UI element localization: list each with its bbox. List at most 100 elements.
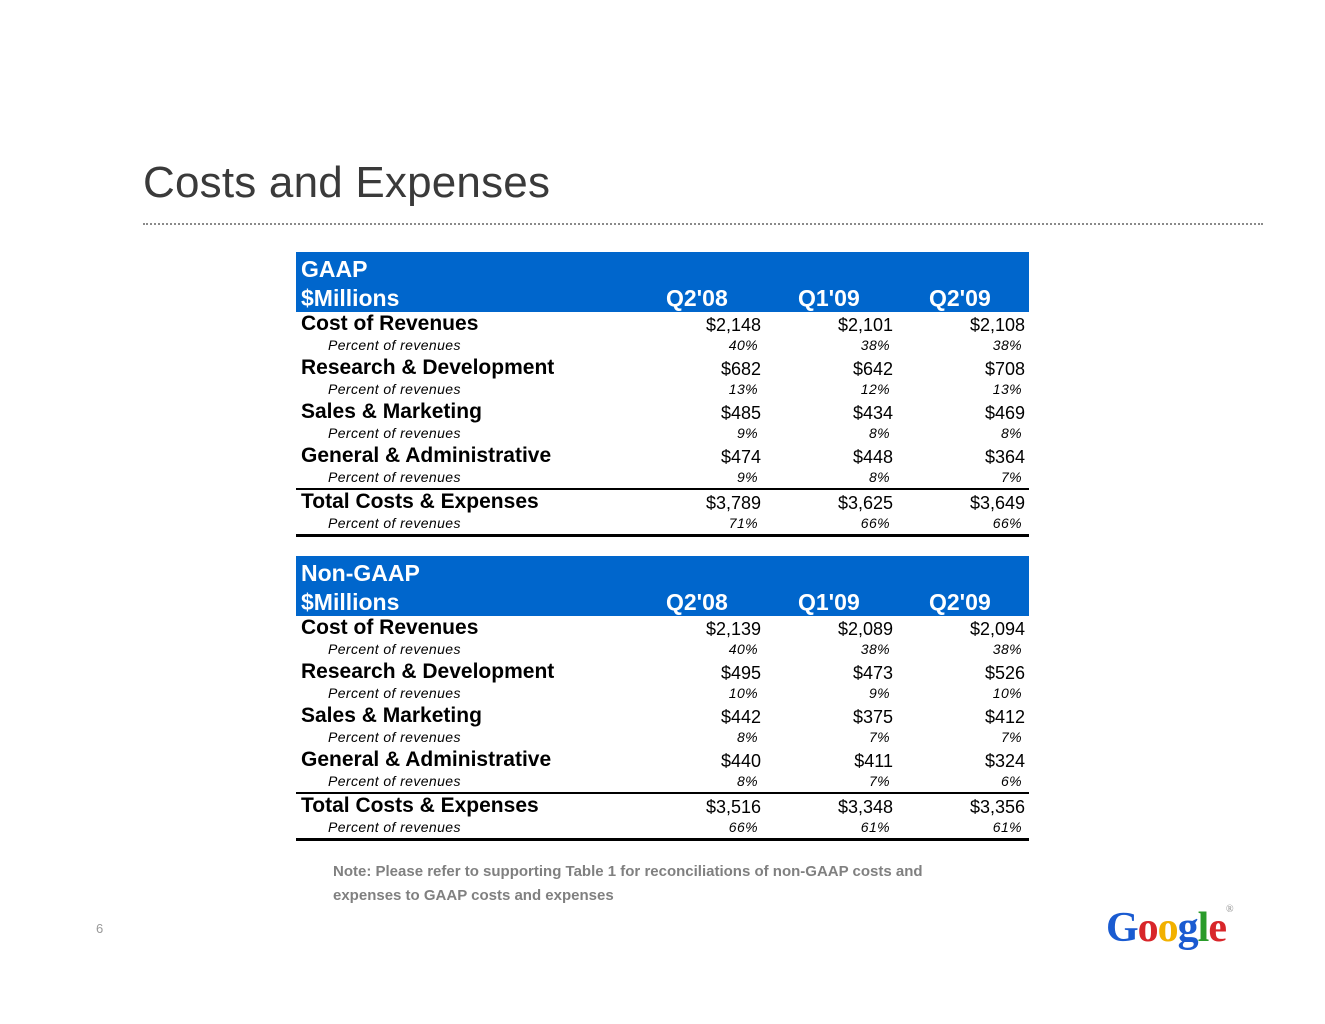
- percent-value: 8%: [1000, 425, 1022, 441]
- percent-label: Percent of revenues: [328, 819, 461, 835]
- row-value: $3,625: [837, 493, 893, 513]
- percent-value: 10%: [992, 685, 1022, 701]
- gaap-header-title: GAAP: [301, 256, 368, 282]
- nongaap-table-body: Cost of Revenues $2,139 $2,089 $2,094 Percen…: [296, 616, 1029, 841]
- row-value: $473: [852, 663, 893, 683]
- footnote-line-2: expenses to GAAP costs and expenses: [333, 887, 614, 904]
- percent-value: 7%: [868, 773, 890, 789]
- table-row: General & Administrative $440 $411 $324: [296, 748, 1029, 772]
- percent-row: Percent of revenues 40% 38% 38%: [296, 336, 1029, 356]
- percent-value: 12%: [860, 381, 890, 397]
- logo-letter: o: [1137, 905, 1159, 951]
- gaap-table-body: Cost of Revenues $2,148 $2,101 $2,108 Percen…: [296, 312, 1029, 537]
- slide-title: Costs and Expenses: [143, 158, 551, 207]
- row-value: $495: [720, 663, 761, 683]
- table-row: Total Costs & Expenses $3,789 $3,625 $3,649: [296, 488, 1029, 514]
- percent-value: 8%: [736, 773, 758, 789]
- percent-value: 13%: [992, 381, 1022, 397]
- percent-value: 66%: [860, 515, 890, 531]
- row-value: $440: [720, 751, 761, 771]
- percent-value: 40%: [728, 641, 758, 657]
- row-value: $375: [852, 707, 893, 727]
- percent-value: 40%: [728, 337, 758, 353]
- nongaap-period-q1-09: Q1'09: [798, 589, 860, 615]
- gaap-table: GAAP $Millions Q2'08 Q1'09 Q2'09 Cost of…: [296, 252, 1029, 537]
- gaap-units-label: $Millions: [301, 285, 400, 311]
- table-row: Cost of Revenues $2,148 $2,101 $2,108: [296, 312, 1029, 336]
- percent-value: 71%: [728, 515, 758, 531]
- nongaap-units-label: $Millions: [301, 589, 400, 615]
- row-value: $2,101: [837, 315, 893, 335]
- percent-row: Percent of revenues 13% 12% 13%: [296, 380, 1029, 400]
- row-label: Sales & Marketing: [301, 400, 482, 423]
- percent-value: 9%: [736, 425, 758, 441]
- percent-label: Percent of revenues: [328, 641, 461, 657]
- percent-value: 38%: [992, 337, 1022, 353]
- row-value: $364: [984, 447, 1025, 467]
- row-value: $2,108: [969, 315, 1025, 335]
- row-label: Cost of Revenues: [301, 616, 479, 639]
- row-label: Cost of Revenues: [301, 312, 479, 335]
- row-value: $2,148: [705, 315, 761, 335]
- table-row: General & Administrative $474 $448 $364: [296, 444, 1029, 468]
- row-label: General & Administrative: [301, 444, 552, 467]
- table-row: Sales & Marketing $485 $434 $469: [296, 400, 1029, 424]
- percent-label: Percent of revenues: [328, 685, 461, 701]
- footnote-line-1: Note: Please refer to supporting Table 1…: [333, 863, 923, 880]
- row-value: $434: [852, 403, 893, 423]
- row-value: $411: [854, 751, 893, 771]
- percent-value: 8%: [868, 469, 890, 485]
- row-value: $469: [984, 403, 1025, 423]
- nongaap-table: Non-GAAP $Millions Q2'08 Q1'09 Q2'09 Cos…: [296, 556, 1029, 841]
- row-value: $2,139: [705, 619, 761, 639]
- nongaap-table-header: Non-GAAP $Millions Q2'08 Q1'09 Q2'09: [296, 556, 1029, 616]
- percent-row: Percent of revenues 66% 61% 61%: [296, 818, 1029, 841]
- percent-value: 8%: [868, 425, 890, 441]
- percent-value: 38%: [992, 641, 1022, 657]
- row-value: $526: [984, 663, 1025, 683]
- logo-letter: l: [1197, 905, 1210, 951]
- row-value: $682: [720, 359, 761, 379]
- percent-value: 66%: [728, 819, 758, 835]
- row-value: $3,789: [705, 493, 761, 513]
- row-value: $474: [720, 447, 761, 467]
- percent-label: Percent of revenues: [328, 729, 461, 745]
- row-value: $708: [984, 359, 1025, 379]
- nongaap-period-q2-09: Q2'09: [929, 589, 991, 615]
- percent-value: 38%: [860, 337, 890, 353]
- gaap-period-q1-09: Q1'09: [798, 285, 860, 311]
- nongaap-header-title: Non-GAAP: [301, 560, 420, 586]
- google-logo: Google®: [1106, 904, 1234, 952]
- row-value: $2,089: [837, 619, 893, 639]
- row-value: $2,094: [969, 619, 1025, 639]
- percent-row: Percent of revenues 40% 38% 38%: [296, 640, 1029, 660]
- row-value: $3,516: [705, 797, 761, 817]
- percent-row: Percent of revenues 9% 8% 7%: [296, 468, 1029, 488]
- percent-value: 6%: [1000, 773, 1022, 789]
- percent-value: 61%: [992, 819, 1022, 835]
- logo-letter: G: [1106, 905, 1139, 951]
- percent-label: Percent of revenues: [328, 337, 461, 353]
- row-value: $3,356: [969, 797, 1025, 817]
- percent-label: Percent of revenues: [328, 425, 461, 441]
- row-label: Research & Development: [301, 356, 555, 379]
- gaap-table-header: GAAP $Millions Q2'08 Q1'09 Q2'09: [296, 252, 1029, 312]
- logo-trademark: ®: [1226, 904, 1234, 915]
- percent-value: 10%: [728, 685, 758, 701]
- table-row: Research & Development $682 $642 $708: [296, 356, 1029, 380]
- percent-label: Percent of revenues: [328, 381, 461, 397]
- percent-label: Percent of revenues: [328, 515, 461, 531]
- percent-value: 8%: [736, 729, 758, 745]
- table-row: Cost of Revenues $2,139 $2,089 $2,094: [296, 616, 1029, 640]
- percent-row: Percent of revenues 8% 7% 6%: [296, 772, 1029, 792]
- page-number: 6: [96, 921, 104, 936]
- row-value: $448: [852, 447, 893, 467]
- row-value: $3,649: [969, 493, 1025, 513]
- footnote: Note: Please refer to supporting Table 1…: [333, 860, 1033, 908]
- row-value: $442: [720, 707, 761, 727]
- nongaap-period-q2-08: Q2'08: [666, 589, 728, 615]
- logo-letter: g: [1177, 905, 1199, 951]
- gaap-period-q2-09: Q2'09: [929, 285, 991, 311]
- percent-label: Percent of revenues: [328, 773, 461, 789]
- gaap-period-q2-08: Q2'08: [666, 285, 728, 311]
